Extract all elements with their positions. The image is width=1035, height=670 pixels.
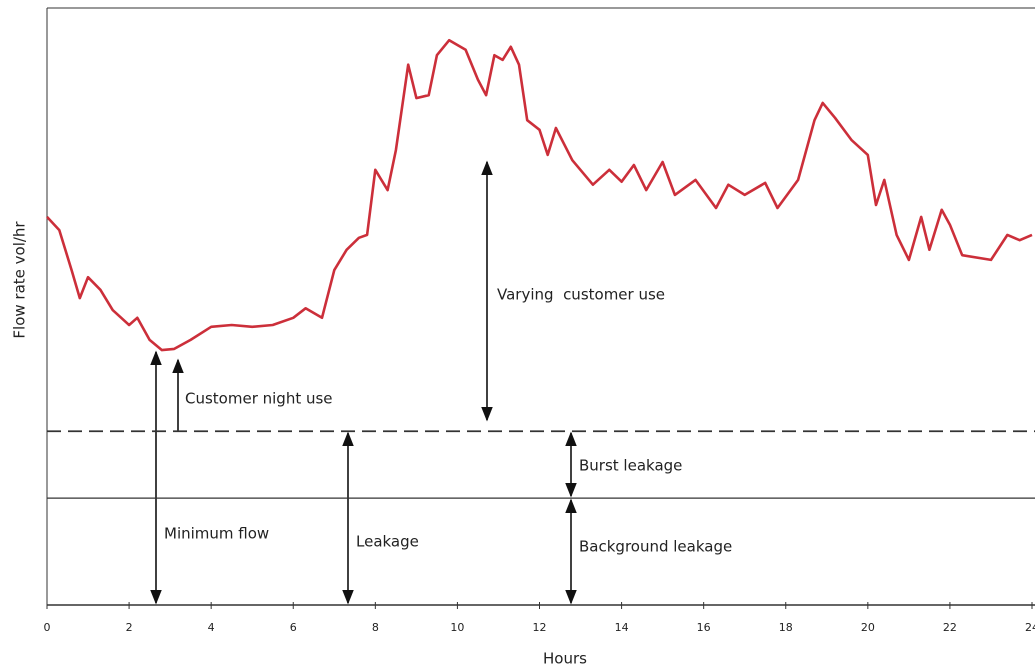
x-tick-label: 10 xyxy=(450,621,464,634)
annotation: Leakage xyxy=(356,533,419,551)
annotation-arrows xyxy=(150,160,577,605)
x-tick-label: 12 xyxy=(533,621,547,634)
x-tick-label: 0 xyxy=(44,621,51,634)
x-tick-label: 8 xyxy=(372,621,379,634)
flow-line xyxy=(46,38,1033,352)
x-tick-label: 6 xyxy=(290,621,297,634)
annotation: Burst leakage xyxy=(579,457,682,475)
x-tick-label: 20 xyxy=(861,621,875,634)
x-tick-label: 16 xyxy=(697,621,711,634)
annotation: Background leakage xyxy=(579,538,732,556)
x-tick-label: 24 xyxy=(1025,621,1035,634)
annotation: Customer night use xyxy=(185,390,333,408)
y-axis-label: Flow rate vol/hr xyxy=(11,221,29,339)
x-tick-label: 4 xyxy=(208,621,215,634)
x-axis-label: Hours xyxy=(543,650,587,668)
x-tick-label: 14 xyxy=(615,621,629,634)
x-tick-label: 2 xyxy=(126,621,133,634)
annotation: Varying customer use xyxy=(497,286,665,304)
annotation: Minimum flow xyxy=(164,525,269,543)
x-tick-label: 22 xyxy=(943,621,957,634)
x-tick-label: 18 xyxy=(779,621,793,634)
